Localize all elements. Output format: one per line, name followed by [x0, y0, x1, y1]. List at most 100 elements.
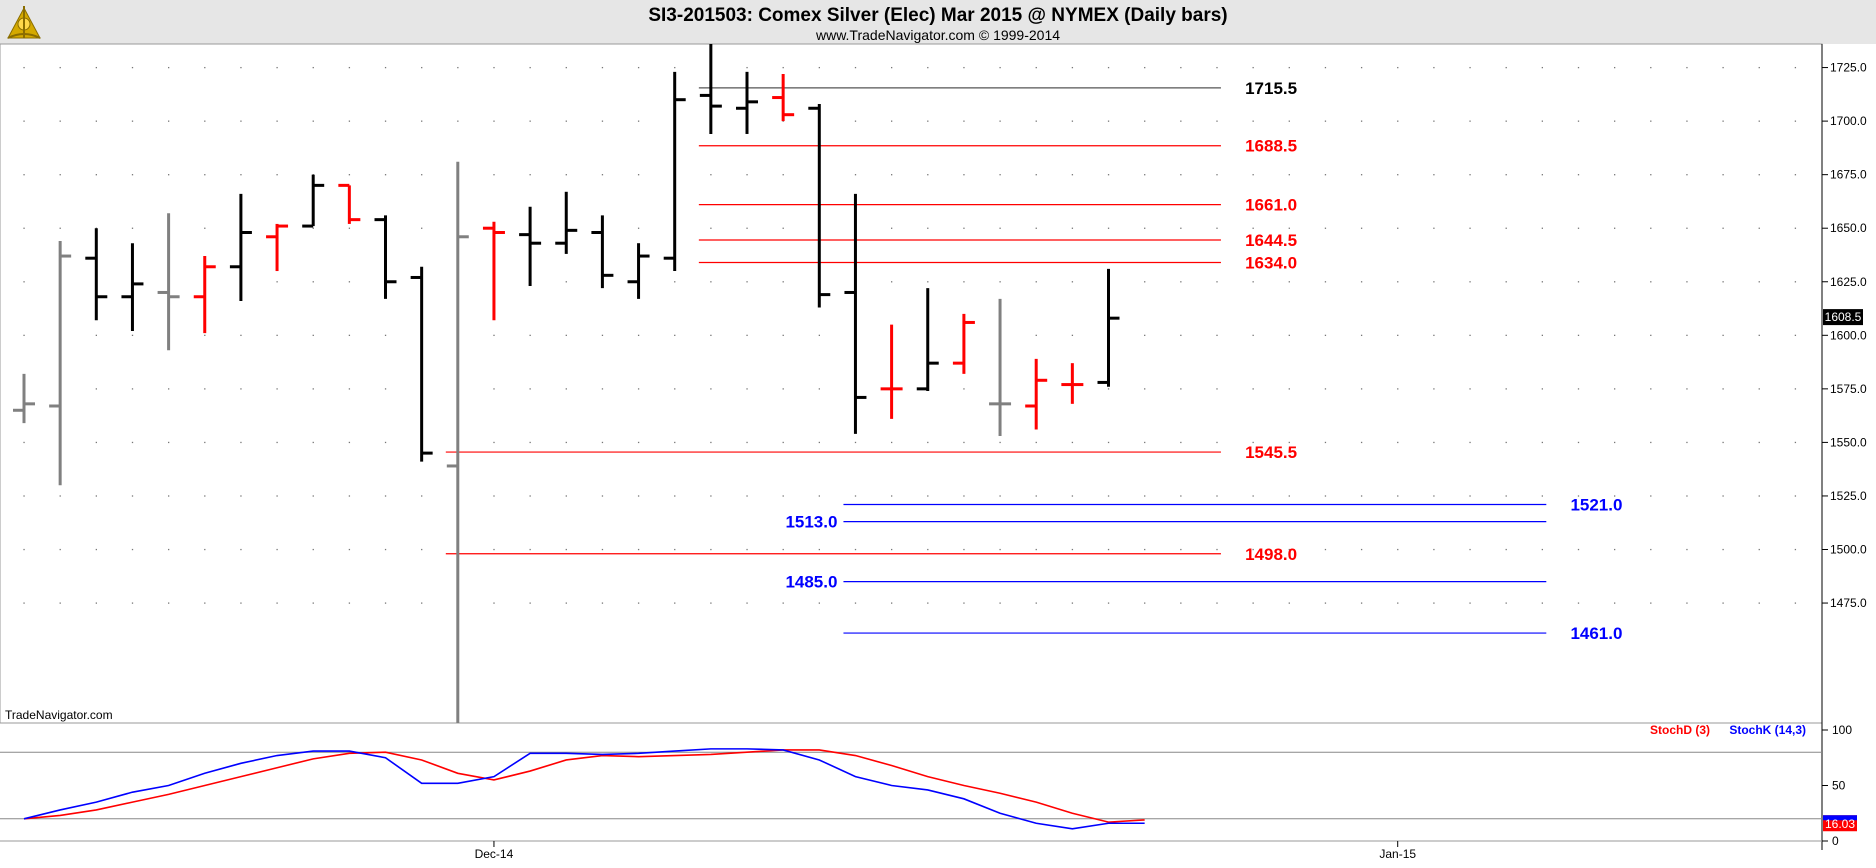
grid-dot [493, 120, 495, 122]
grid-dot [1577, 120, 1580, 122]
grid-dot [1614, 388, 1616, 390]
ohlc-bar [1025, 358, 1048, 430]
grid-dot [1758, 441, 1760, 444]
grid-dot [1252, 120, 1254, 122]
grid-dot [1360, 495, 1363, 497]
grid-dot [95, 388, 97, 390]
grid-dot [782, 174, 784, 176]
grid-dot [927, 227, 929, 229]
grid-dot [1686, 388, 1688, 390]
grid-dot [1505, 120, 1507, 122]
grid-dot [1614, 441, 1616, 444]
grid-dot [276, 441, 278, 444]
grid-dot [59, 227, 61, 229]
grid-dot [1758, 334, 1760, 337]
grid-dot [1252, 441, 1254, 444]
grid-dot [1324, 120, 1327, 122]
grid-dot [23, 281, 25, 283]
grid-dot [1794, 602, 1797, 604]
grid-dot [1288, 174, 1290, 176]
grid-dot [1650, 441, 1652, 444]
grid-dot [1541, 227, 1543, 229]
grid-dot [1722, 548, 1724, 551]
grid-dot [1252, 388, 1254, 390]
ohlc-bar [85, 228, 108, 321]
grid-dot [312, 548, 314, 551]
grid-dot [168, 548, 170, 551]
grid-dot [348, 602, 351, 604]
grid-dot [1252, 602, 1254, 604]
grid-dot [710, 495, 712, 497]
grid-dot [1144, 174, 1146, 176]
grid-dot [529, 334, 531, 337]
grid-dot [1505, 602, 1507, 604]
grid-dot [746, 281, 748, 283]
grid-dot [963, 388, 965, 390]
grid-dot [1035, 441, 1037, 444]
level-label: 1715.5 [1245, 79, 1297, 98]
grid-dot [1397, 227, 1399, 229]
grid-dot [384, 334, 387, 337]
level-label: 1661.0 [1245, 196, 1297, 215]
grid-dot [891, 174, 893, 176]
grid-dot [131, 495, 134, 497]
grid-dot [565, 548, 567, 551]
grid-dot [1107, 174, 1110, 176]
grid-dot [493, 174, 495, 176]
grid-dot [131, 227, 134, 229]
grid-dot [1144, 281, 1146, 283]
grid-dot [818, 548, 820, 551]
grid-dot [1794, 120, 1797, 122]
grid-dot [1360, 441, 1363, 444]
ohlc-bar [1061, 363, 1084, 404]
grid-dot [59, 120, 61, 122]
grid-dot [565, 441, 567, 444]
ohlc-bar [374, 215, 397, 299]
grid-dot [1686, 174, 1688, 176]
grid-dot [1324, 334, 1327, 337]
grid-dot [1324, 602, 1327, 604]
grid-dot [891, 281, 893, 283]
grid-dot [674, 495, 676, 497]
grid-dot [348, 66, 351, 69]
grid-dot [1614, 495, 1616, 497]
grid-dot [710, 388, 712, 390]
grid-dot [1469, 174, 1471, 176]
grid-dot [565, 174, 567, 176]
grid-dot [1433, 548, 1435, 551]
price-tick-label: 1575.0 [1830, 382, 1867, 396]
grid-dot [1722, 495, 1724, 497]
grid-dot [1650, 120, 1652, 122]
grid-dot [565, 495, 567, 497]
grid-dot [1035, 174, 1037, 176]
grid-dot [710, 334, 712, 337]
ohlc-bar [410, 266, 433, 462]
grid-dot [276, 174, 278, 176]
stochk-line [23, 748, 1145, 830]
grid-dot [131, 174, 134, 176]
grid-dot [312, 227, 314, 229]
grid-dot [818, 495, 820, 497]
grid-dot [1397, 441, 1399, 444]
grid-dot [204, 66, 206, 69]
grid-dot [1433, 120, 1435, 122]
grid-dot [1216, 548, 1218, 551]
legend-stochd: StochD (3) [1650, 723, 1710, 737]
grid-dot [1505, 227, 1507, 229]
grid-dot [1035, 602, 1037, 604]
grid-dot [1433, 227, 1435, 229]
grid-dot [927, 495, 929, 497]
grid-dot [746, 227, 748, 229]
price-tick-label: 1725.0 [1830, 61, 1867, 75]
last-price-label: 1608.5 [1825, 310, 1862, 324]
grid-dot [168, 441, 170, 444]
grid-dot [1794, 281, 1797, 283]
grid-dot [1107, 548, 1110, 551]
grid-dot [1541, 120, 1543, 122]
grid-dot [95, 174, 97, 176]
grid-dot [529, 174, 531, 176]
grid-dot [1107, 602, 1110, 604]
grid-dot [131, 66, 134, 69]
grid-dot [746, 602, 748, 604]
grid-dot [891, 602, 893, 604]
